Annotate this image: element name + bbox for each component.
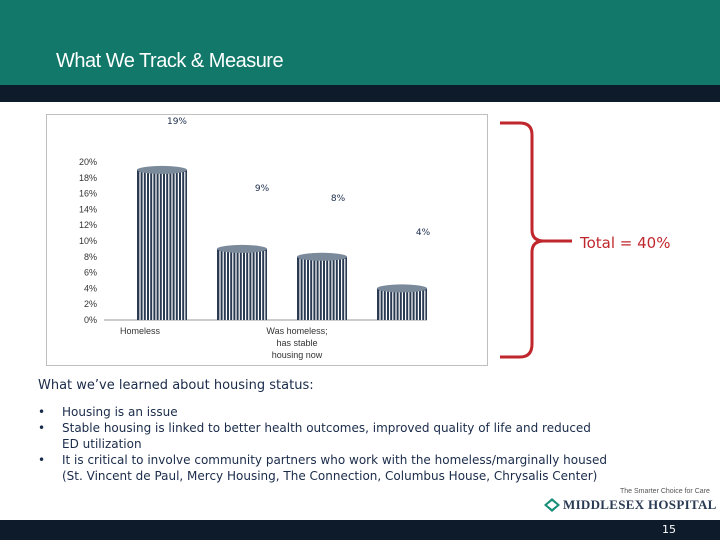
y-tick-label: 12%: [79, 220, 97, 230]
y-tick-label: 6%: [84, 268, 97, 278]
list-item: • Housing is an issue: [38, 404, 608, 420]
y-tick-label: 2%: [84, 299, 97, 309]
x-tick-label: housing now: [272, 350, 323, 360]
bar-chart: 0% 2% 4% 6% 8% 10% 12% 14% 16% 18% 20% 19% 9% 8% 4% Hom…: [79, 117, 431, 360]
hospital-logo: MIDDLESEX HOSPITAL: [544, 497, 717, 513]
bar-top: [137, 165, 187, 174]
header-divider: [0, 85, 720, 102]
bar-top: [377, 284, 427, 293]
y-tick-label: 10%: [79, 236, 97, 246]
data-label: 4%: [416, 228, 431, 238]
bullet-icon: •: [38, 453, 46, 467]
list-item: • Stable housing is linked to better heal…: [38, 420, 608, 452]
findings-list: • Housing is an issue • Stable housing is …: [38, 404, 608, 484]
page-title: What We Track & Measure: [56, 50, 284, 72]
total-label: Total = 40%: [580, 234, 671, 252]
logo-text: MIDDLESEX HOSPITAL: [563, 497, 717, 512]
y-tick-label: 8%: [84, 252, 97, 262]
y-tick-label: 4%: [84, 283, 97, 293]
y-tick-label: 20%: [79, 157, 97, 167]
bullet-icon: •: [38, 421, 46, 435]
x-tick-label: Homeless: [120, 326, 161, 336]
page-number: 15: [662, 523, 676, 536]
tagline: The Smarter Choice for Care: [620, 488, 710, 495]
logo-mark-icon: [544, 498, 560, 512]
y-tick-label: 0%: [84, 315, 97, 325]
y-tick-label: 14%: [79, 204, 97, 214]
data-label: 9%: [255, 184, 270, 194]
list-item: • It is critical to involve community par…: [38, 452, 608, 484]
y-tick-label: 18%: [79, 173, 97, 183]
bar-top: [297, 252, 347, 261]
x-tick-label: Was homeless;: [266, 326, 327, 336]
chart-area: 0% 2% 4% 6% 8% 10% 12% 14% 16% 18% 20% 19% 9% 8% 4% Hom…: [46, 114, 488, 366]
x-tick-label: has stable: [276, 338, 317, 348]
bullet-icon: •: [38, 405, 46, 419]
data-label: 8%: [331, 194, 346, 204]
bar-top: [217, 244, 267, 253]
data-label: 19%: [167, 117, 187, 127]
header-band: What We Track & Measure: [0, 0, 720, 85]
list-item-text: It is critical to involve community part…: [62, 453, 607, 483]
list-item-text: Housing is an issue: [62, 405, 178, 419]
list-item-text: Stable housing is linked to better healt…: [62, 421, 591, 451]
y-tick-label: 16%: [79, 189, 97, 199]
learned-heading: What we’ve learned about housing status:: [38, 378, 314, 393]
footer-band: [0, 520, 720, 540]
